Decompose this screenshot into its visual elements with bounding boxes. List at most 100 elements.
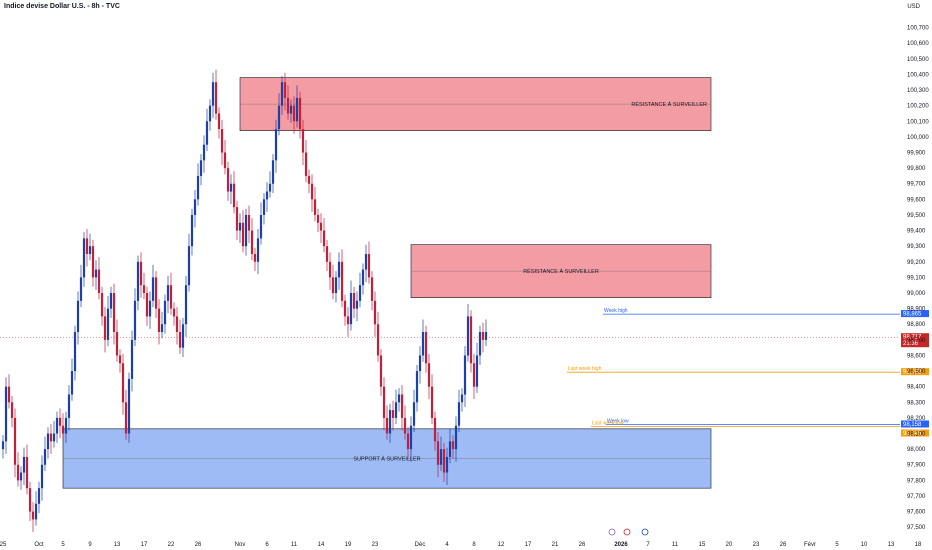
candle-body [343,300,347,317]
y-tick-label: 99,000 [907,291,926,297]
candle-body [262,199,266,215]
candle-body [106,308,110,340]
candle-body [217,113,221,130]
x-tick-label: 17 [141,542,148,548]
candle-body [58,417,62,426]
price-tag-2 [901,420,929,428]
candle-body [61,425,65,434]
candle-body [364,253,368,270]
candle-body [229,183,233,192]
candle-body [433,417,437,442]
candle-body [121,363,125,403]
candle-body [181,324,185,348]
candle-body [97,269,101,294]
candle-body [439,449,443,465]
candle-body [1,441,5,450]
candle-body [226,168,230,192]
y-tick-label: 98,600 [907,353,926,359]
y-tick-label: 98,000 [907,447,926,453]
x-tick-label: 21 [552,542,559,548]
event-icon-2 [641,528,649,536]
candle-body [178,332,182,348]
candle-body [379,355,383,387]
candle-body [151,277,155,301]
candle-body [427,363,431,387]
candle-body [271,160,275,184]
candle-body [70,371,74,395]
y-tick-label: 100,100 [907,119,929,125]
candle-body [394,402,398,418]
candle-body [361,269,365,286]
y-tick-label: 99,400 [907,229,926,235]
y-tick-label: 97,500 [907,525,926,531]
x-tick-label: 5 [835,542,839,548]
level-name-2: Week low [607,418,629,424]
candle-body [169,285,173,309]
x-tick-label: 10 [861,542,868,548]
candle-body [142,285,146,294]
candle-body [166,285,170,301]
candle-body [469,316,473,364]
price-tag-text-3: 98,145 [903,431,922,437]
candle-body [133,300,137,340]
level-name-0: Week high [604,308,628,314]
candle-body [307,175,311,184]
candle-body [124,402,128,434]
candle-body [190,214,194,247]
candle-body [367,253,371,278]
candle-body [340,261,344,301]
candle-body [289,105,293,114]
price-tag-text-0: 98,865 [903,312,922,318]
candle-body [130,339,134,379]
candle-body [388,410,392,434]
candle-body [238,222,242,231]
candle-body [187,246,191,286]
x-tick-label: Févr [804,542,816,548]
candle-body [391,410,395,418]
candle-body [424,332,428,364]
candle-body [100,293,104,317]
candle-body [199,160,203,176]
candle-body [115,332,119,356]
candle-body [148,300,152,317]
candle-body [19,472,23,481]
candle-body [355,300,359,309]
candle-body [208,105,212,122]
candle-body [304,152,308,176]
x-tick-label: 2026 [614,542,628,548]
candle-body [298,97,302,130]
level-name-3: Last week low [592,420,624,426]
candle-body [247,214,251,231]
y-tick-label: 99,700 [907,182,926,188]
chart-title: Indice devise Dollar U.S. - 8h - TVC [4,3,120,10]
candle-body [280,82,284,106]
candle-body [463,355,467,395]
candle-body [370,277,374,301]
x-tick-label: 5 [61,542,65,548]
candle-body [334,277,338,294]
candle-body [196,175,200,200]
candle-body [223,152,227,169]
x-tick-label: 26 [780,542,787,548]
y-tick-label: 98,300 [907,400,926,406]
candle-body [214,82,218,114]
y-tick-label: 99,500 [907,213,926,219]
candle-body [55,417,59,434]
candle-body [349,293,353,325]
candle-body [160,324,164,333]
candle-body [451,441,455,450]
candle-body [46,433,50,450]
candle-body [316,214,320,223]
y-tick-label: 99,800 [907,166,926,172]
candle-body [37,488,41,504]
candle-body [85,238,89,254]
x-tick-label: 23 [372,542,379,548]
candle-body [478,332,482,356]
candle-body [421,332,425,356]
candle-body [157,308,161,333]
x-tick-label: 26 [579,542,586,548]
candle-body [418,355,422,372]
candle-body [274,129,278,161]
